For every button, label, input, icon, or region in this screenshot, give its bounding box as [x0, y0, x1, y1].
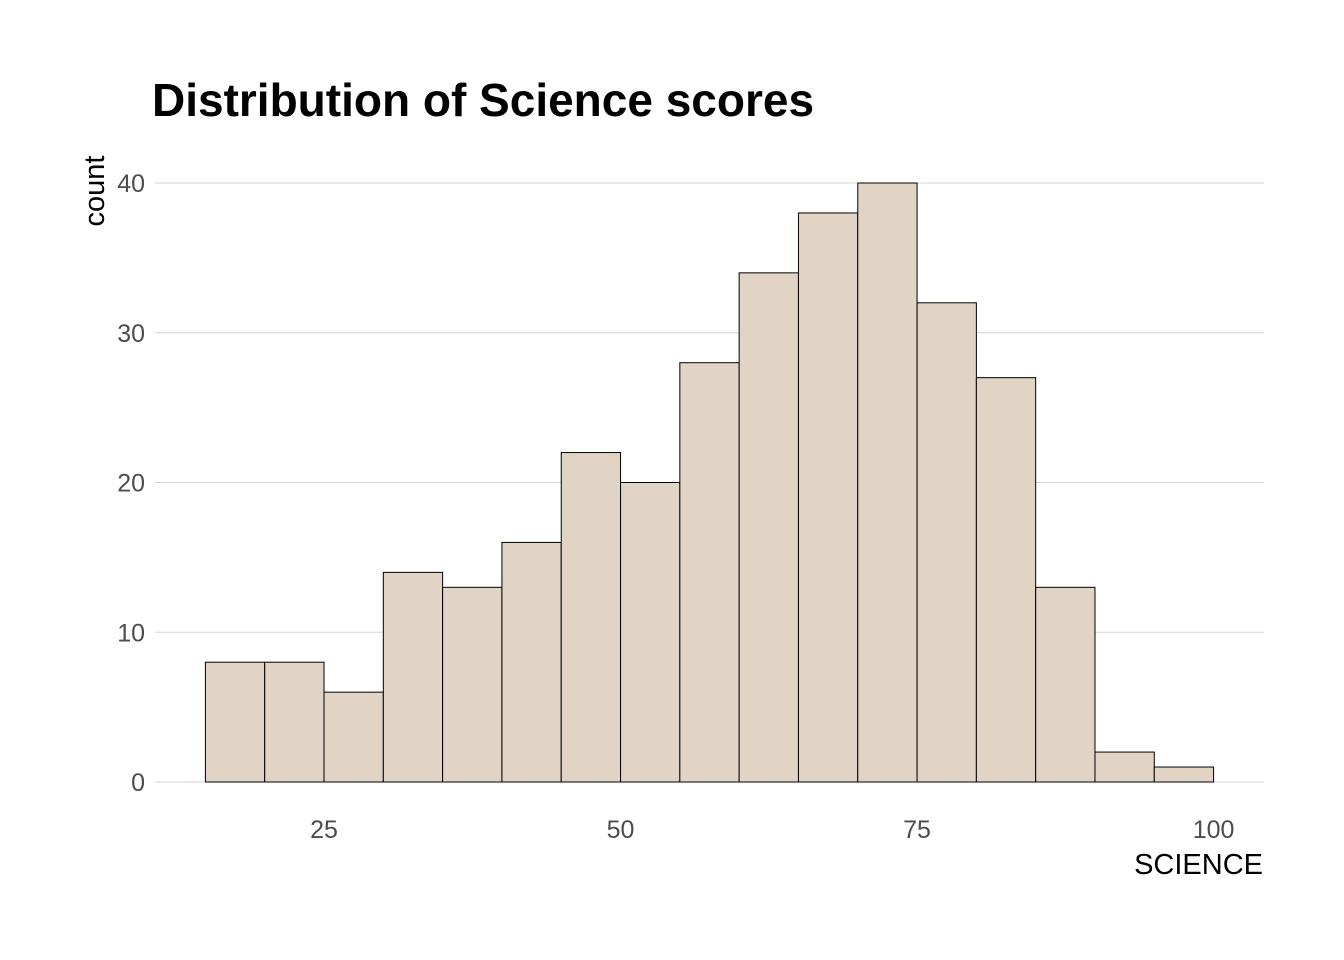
histogram-bar-80-85	[975, 377, 1037, 783]
histogram-bar-75-80	[916, 302, 977, 783]
x-axis-title: SCIENCE	[1134, 849, 1263, 881]
y-tick-label-40: 40	[117, 170, 145, 198]
histogram-bar-20-25	[264, 661, 325, 783]
x-tick-label-25: 25	[310, 816, 338, 844]
bars	[204, 182, 1215, 783]
histogram-bar-70-75	[857, 182, 918, 783]
chart-title: Distribution of Science scores	[152, 74, 814, 126]
y-axis-title: count	[79, 156, 111, 227]
x-tick-label-100: 100	[1193, 816, 1235, 844]
histogram-bar-45-50	[560, 452, 622, 783]
histogram-bar-65-70	[797, 212, 859, 783]
x-tick-label-50: 50	[607, 816, 635, 844]
histogram-bar-55-60	[679, 362, 740, 783]
x-tick-label-75: 75	[903, 816, 931, 844]
y-tick-label-10: 10	[117, 619, 145, 647]
x-tick-labels: 25 50 75 100	[310, 816, 1234, 844]
histogram-bar-30-35	[382, 571, 444, 783]
histogram-bar-25-30	[323, 691, 384, 783]
y-tick-labels: 0 10 20 30 40	[117, 170, 145, 797]
y-tick-label-20: 20	[117, 470, 145, 498]
histogram-bar-90-95	[1094, 751, 1155, 783]
histogram-bar-85-90	[1035, 586, 1096, 783]
histogram-bar-15-20	[204, 661, 266, 783]
histogram-bar-35-40	[442, 586, 503, 783]
histogram-bar-40-45	[501, 541, 562, 783]
y-tick-label-30: 30	[117, 320, 145, 348]
histogram-bar-95-100	[1153, 766, 1215, 783]
histogram-bar-60-65	[738, 272, 799, 783]
histogram-bar-50-55	[620, 482, 681, 783]
y-tick-label-0: 0	[131, 769, 145, 797]
